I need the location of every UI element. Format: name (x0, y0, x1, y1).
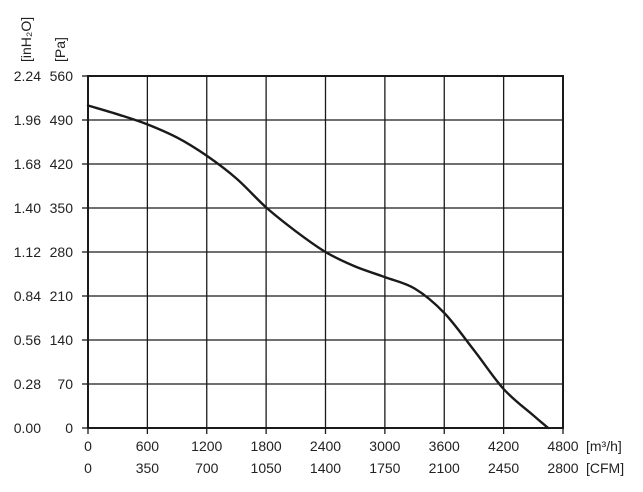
fan-curve-line (86, 104, 550, 430)
y-tick-label-pa: 70 (57, 376, 73, 392)
x-tick-label-m3h: 600 (136, 438, 160, 454)
x-tick-label-m3h: 0 (84, 438, 92, 454)
y-tick-label-inh2o: 1.96 (14, 112, 41, 128)
y-axis-unit-pa: [Pa] (52, 37, 68, 62)
y-tick-label-inh2o: 1.12 (14, 244, 41, 260)
y-tick-label-inh2o: 0.84 (14, 288, 41, 304)
x-tick-label-cfm: 2100 (429, 460, 460, 476)
y-tick-label-pa: 420 (50, 156, 74, 172)
x-tick-label-cfm: 2800 (547, 460, 578, 476)
x-tick-label-m3h: 1800 (251, 438, 282, 454)
x-tick-label-m3h: 2400 (310, 438, 341, 454)
y-tick-label-inh2o: 1.40 (14, 200, 41, 216)
x-tick-label-cfm: 0 (84, 460, 92, 476)
y-tick-label-pa: 280 (50, 244, 74, 260)
axis-ticks: 0060035012007001800105024001400300017503… (14, 68, 579, 476)
x-tick-label-m3h: 3000 (369, 438, 400, 454)
x-tick-label-cfm: 350 (136, 460, 160, 476)
x-tick-label-m3h: 3600 (429, 438, 460, 454)
x-axis-unit-m3h: [m³/h] (586, 438, 622, 454)
y-tick-label-inh2o: 0.56 (14, 332, 41, 348)
x-tick-label-m3h: 4800 (547, 438, 578, 454)
x-tick-label-cfm: 1400 (310, 460, 341, 476)
x-tick-label-m3h: 1200 (191, 438, 222, 454)
y-tick-label-inh2o: 0.00 (14, 420, 41, 436)
y-tick-label-pa: 560 (50, 68, 74, 84)
y-tick-label-inh2o: 2.24 (14, 68, 41, 84)
y-axis-unit-inh2o: [inH₂O] (18, 17, 34, 62)
y-tick-label-pa: 210 (50, 288, 74, 304)
x-tick-label-cfm: 700 (195, 460, 219, 476)
grid-lines (88, 76, 563, 428)
x-tick-label-cfm: 1050 (251, 460, 282, 476)
x-axis-unit-cfm: [CFM] (586, 460, 624, 476)
x-tick-label-m3h: 4200 (488, 438, 519, 454)
y-tick-label-pa: 350 (50, 200, 74, 216)
x-tick-label-cfm: 2450 (488, 460, 519, 476)
y-tick-label-inh2o: 0.28 (14, 376, 41, 392)
y-tick-label-pa: 0 (65, 420, 73, 436)
y-tick-label-pa: 140 (50, 332, 74, 348)
y-tick-label-pa: 490 (50, 112, 74, 128)
x-tick-label-cfm: 1750 (369, 460, 400, 476)
y-tick-label-inh2o: 1.68 (14, 156, 41, 172)
